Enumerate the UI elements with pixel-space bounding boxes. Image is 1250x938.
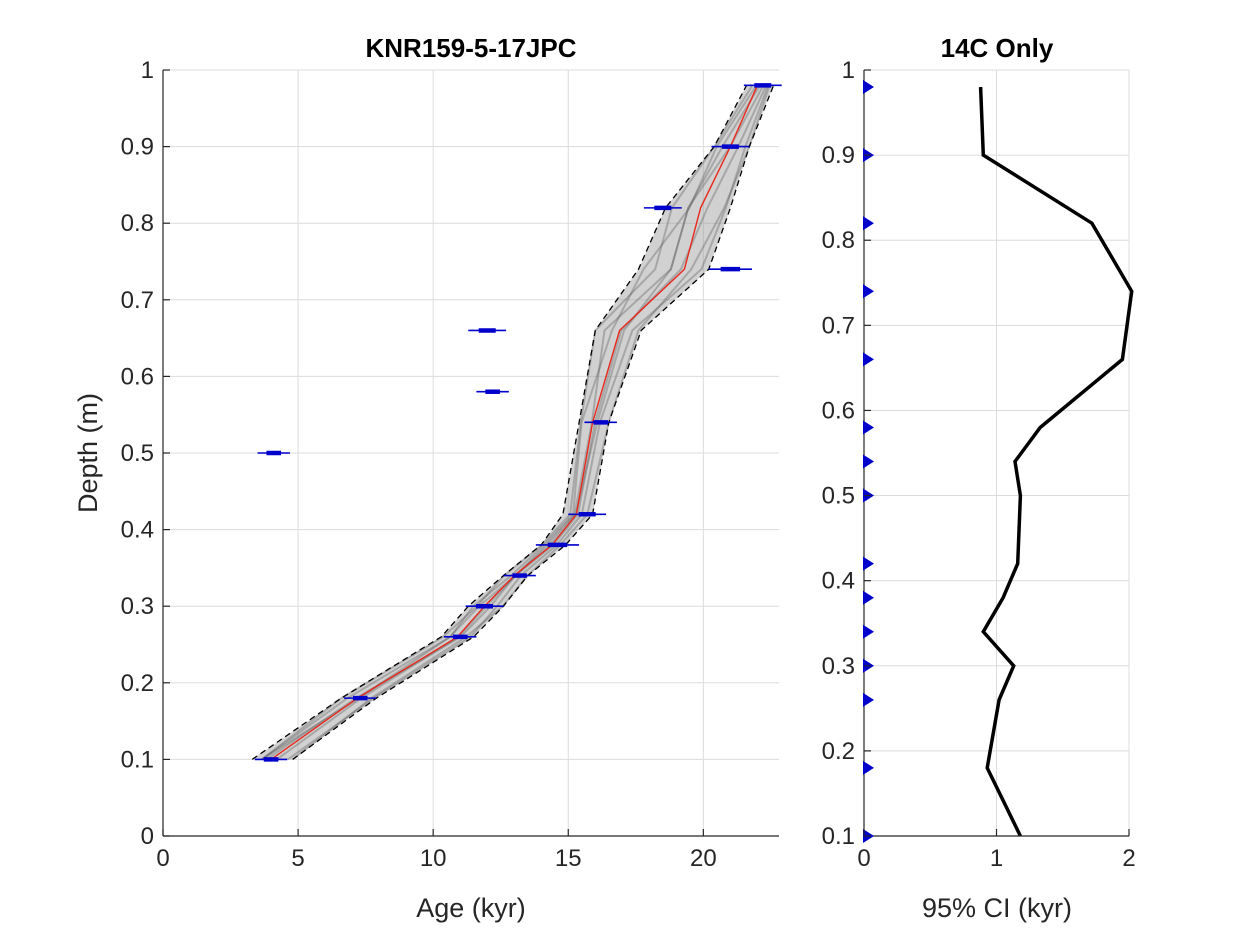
right-y-tick-label: 0.9 [822,142,855,169]
left-y-ticks: 0 0.1 0.2 0.3 0.4 0.5 0.6 0.7 0.8 0.9 1 [121,57,170,850]
date-depth-marker [863,556,874,571]
right-y-tick-label: 0.3 [822,653,855,680]
left-y-tick-label: 0.2 [121,670,154,697]
radiocarbon-dates [254,83,782,762]
left-x-tick-label: 10 [420,845,447,872]
date-depth-marker [863,284,874,299]
left-x-ticks: 0 5 10 15 20 [156,829,717,872]
left-y-tick-label: 1 [141,57,154,84]
left-y-tick-label: 0.8 [121,210,154,237]
right-x-tick-label: 1 [990,845,1003,872]
left-y-tick-label: 0.5 [121,440,154,467]
date-depth-marker [863,624,874,639]
left-y-tick-label: 0.1 [121,746,154,773]
left-x-tick-label: 15 [555,845,582,872]
right-series [978,86,1134,837]
left-x-axis-label: Age (kyr) [416,893,526,923]
date-depth-marker [863,692,874,707]
date-depth-marker [863,80,874,95]
right-y-tick-label: 1 [842,57,855,84]
left-x-tick-label: 0 [156,845,169,872]
right-x-tick-label: 2 [1122,845,1135,872]
left-y-axis-label: Depth (m) [73,393,103,513]
date-depth-marker [863,760,874,775]
left-y-tick-label: 0.6 [121,363,154,390]
ensemble-realisation [261,84,754,761]
left-y-tick-label: 0 [141,823,154,850]
series-lower-95 [251,84,748,760]
right-x-ticks: 0 1 2 [857,829,1136,872]
ci-width-line [978,86,1134,837]
right-x-tick-label: 0 [857,845,870,872]
left-x-tick-label: 5 [291,845,304,872]
left-y-tick-label: 0.4 [121,517,154,544]
date-depth-marker [863,420,874,435]
right-y-tick-label: 0.2 [822,738,855,765]
date-depth-marker [863,216,874,231]
right-y-tick-label: 0.4 [822,568,855,595]
right-y-tick-label: 0.8 [822,227,855,254]
right-y-tick-label: 0.1 [822,823,855,850]
right-y-ticks: 0.1 0.2 0.3 0.4 0.5 0.6 0.7 0.8 0.9 1 [822,57,871,850]
date-depth-marker [863,590,874,605]
date-depth-marker [863,454,874,469]
right-x-axis-label: 95% CI (kyr) [922,893,1072,923]
left-y-tick-label: 0.9 [121,134,154,161]
left-y-tick-label: 0.3 [121,593,154,620]
right-y-tick-label: 0.5 [822,483,855,510]
right-y-tick-label: 0.6 [822,397,855,424]
right-title: 14C Only [941,33,1054,63]
left-y-tick-label: 0.7 [121,287,154,314]
right-y-tick-label: 0.7 [822,312,855,339]
ci-panel: 14C Only 0 1 2 0.1 0.2 0.3 0.4 0.5 0.6 0.7 0.8 0.9… [822,33,1136,923]
left-title: KNR159-5-17JPC [366,33,577,63]
ensemble-band [252,84,774,761]
date-depth-markers [863,80,874,843]
date-depth-marker [863,352,874,367]
age-depth-panel: KNR159-5-17JPC 0 5 10 15 20 0 0.1 0.2 0.3 0.4 0.5… [73,33,782,923]
left-x-tick-label: 20 [690,845,717,872]
ensemble-envelope [252,85,774,760]
